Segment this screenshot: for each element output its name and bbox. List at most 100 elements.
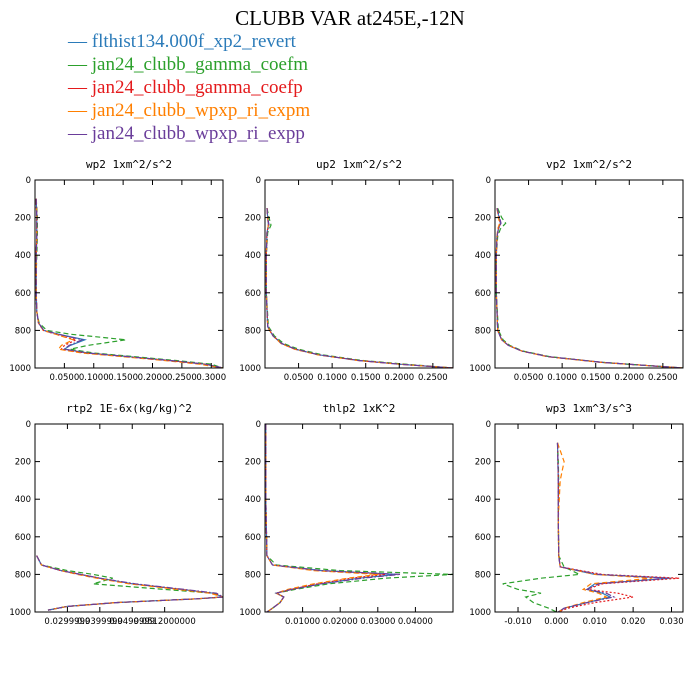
series-line bbox=[265, 208, 453, 368]
legend-item: — flthist134.000f_xp2_revert bbox=[68, 30, 310, 53]
plot-frame bbox=[34, 179, 224, 369]
series-line bbox=[265, 208, 453, 368]
y-tick-label: 0 bbox=[26, 176, 31, 186]
x-tick-label: 0.0500 bbox=[50, 373, 80, 383]
series-line bbox=[35, 198, 223, 368]
y-tick-label: 200 bbox=[475, 458, 491, 468]
legend: — flthist134.000f_xp2_revert — jan24_clu… bbox=[68, 30, 310, 145]
legend-marker: — bbox=[68, 31, 92, 52]
y-tick-label: 0 bbox=[256, 176, 261, 186]
x-tick-label: 0.000 bbox=[544, 617, 568, 627]
y-tick-label: 200 bbox=[15, 214, 31, 224]
y-tick-label: 400 bbox=[245, 495, 261, 505]
y-tick-label: 200 bbox=[245, 458, 261, 468]
y-tick-label: 0 bbox=[486, 176, 491, 186]
series-line bbox=[556, 442, 672, 612]
legend-label: flthist134.000f_xp2_revert bbox=[91, 31, 296, 52]
plot-frame bbox=[494, 423, 684, 613]
series-line bbox=[502, 442, 582, 612]
x-tick-label: 0.0500 bbox=[284, 373, 314, 383]
y-tick-label: 1000 bbox=[9, 608, 31, 618]
legend-marker: — bbox=[68, 77, 92, 98]
y-tick-label: 600 bbox=[245, 289, 261, 299]
y-tick-label: 1000 bbox=[239, 364, 261, 374]
panel-title: rtp2 1E-6x(kg/kg)^2 bbox=[66, 402, 192, 415]
x-tick-label: 0.2000 bbox=[384, 373, 414, 383]
x-tick-label: 0.0500 bbox=[514, 373, 544, 383]
x-tick-label: 0.2500 bbox=[167, 373, 197, 383]
x-tick-label: 0.020 bbox=[621, 617, 645, 627]
series-line bbox=[35, 198, 223, 368]
x-tick-label: 0.02000 bbox=[323, 617, 358, 627]
chart-panel: up2 1xm^2/s^2 0 200 400 600 800 1000 0.0500 0.10… bbox=[239, 158, 454, 383]
panel-title: vp2 1xm^2/s^2 bbox=[546, 158, 632, 171]
y-tick-label: 200 bbox=[245, 214, 261, 224]
y-tick-label: 400 bbox=[245, 251, 261, 261]
y-tick-label: 800 bbox=[245, 570, 261, 580]
x-tick-label: 0.1500 bbox=[351, 373, 381, 383]
x-tick-label: 0.3000 bbox=[196, 373, 226, 383]
x-tick-label: 0.1000 bbox=[317, 373, 347, 383]
legend-marker: — bbox=[68, 54, 92, 75]
x-tick-label: 0.1500 bbox=[108, 373, 138, 383]
x-tick-label: 0.010 bbox=[583, 617, 607, 627]
y-tick-label: 0 bbox=[26, 420, 31, 430]
legend-label: jan24_clubb_gamma_coefm bbox=[91, 54, 309, 75]
y-tick-label: 400 bbox=[15, 251, 31, 261]
legend-marker: — bbox=[68, 100, 92, 121]
series-line bbox=[495, 208, 683, 368]
y-tick-label: 600 bbox=[15, 289, 31, 299]
y-tick-label: 600 bbox=[245, 533, 261, 543]
y-tick-label: 600 bbox=[475, 289, 491, 299]
y-tick-label: 1000 bbox=[469, 364, 491, 374]
y-tick-label: 800 bbox=[245, 326, 261, 336]
series-line bbox=[495, 208, 683, 368]
legend-item: — jan24_clubb_wpxp_ri_expm bbox=[68, 99, 310, 122]
panel-title: thlp2 1xK^2 bbox=[323, 402, 396, 415]
legend-marker: — bbox=[68, 123, 92, 144]
y-tick-label: 1000 bbox=[9, 364, 31, 374]
series-line bbox=[495, 207, 683, 368]
series-line bbox=[495, 208, 683, 368]
x-tick-label: 0.2500 bbox=[648, 373, 678, 383]
series-line bbox=[35, 198, 223, 368]
series-line bbox=[35, 198, 223, 368]
series-line bbox=[495, 208, 683, 368]
plot-frame bbox=[494, 179, 684, 369]
y-tick-label: 200 bbox=[15, 458, 31, 468]
series-line bbox=[265, 208, 453, 368]
x-tick-label: 0.0299999 bbox=[44, 617, 90, 627]
x-tick-label: 0.2000 bbox=[614, 373, 644, 383]
x-tick-label: 0.2000 bbox=[138, 373, 168, 383]
figure-title: CLUBB VAR at245E,-12N bbox=[235, 6, 465, 30]
series-line bbox=[35, 198, 223, 368]
y-tick-label: 0 bbox=[486, 420, 491, 430]
series-line bbox=[265, 208, 453, 368]
x-tick-label: -0.010 bbox=[504, 617, 531, 627]
y-tick-label: 0 bbox=[256, 420, 261, 430]
series-line bbox=[556, 442, 680, 612]
plot-frame bbox=[264, 179, 454, 369]
chart-panel: wp2 1xm^2/s^2 0 200 400 600 800 1000 0.0500 0.10… bbox=[9, 158, 226, 383]
legend-label: jan24_clubb_wpxp_ri_expp bbox=[91, 123, 305, 144]
y-tick-label: 600 bbox=[15, 533, 31, 543]
chart-panel: vp2 1xm^2/s^2 0 200 400 600 800 1000 0.0500 0.10… bbox=[469, 158, 684, 383]
series-line bbox=[265, 424, 453, 612]
series-line bbox=[265, 424, 401, 612]
y-tick-label: 800 bbox=[15, 326, 31, 336]
panel-title: up2 1xm^2/s^2 bbox=[316, 158, 402, 171]
y-tick-label: 1000 bbox=[239, 608, 261, 618]
x-tick-label: 0.1500 bbox=[581, 373, 611, 383]
x-tick-label: 0.04000 bbox=[398, 617, 433, 627]
panel-title: wp3 1xm^3/s^3 bbox=[546, 402, 632, 415]
x-tick-label: 0.2500 bbox=[418, 373, 448, 383]
y-tick-label: 800 bbox=[475, 326, 491, 336]
x-tick-label: 0.0512000000 bbox=[134, 617, 196, 627]
y-tick-label: 800 bbox=[15, 570, 31, 580]
chart-panel: rtp2 1E-6x(kg/kg)^2 0 200 400 600 800 1000 0.02… bbox=[9, 402, 224, 627]
chart-panel: thlp2 1xK^2 0 200 400 600 800 1000 0.01000 0.020… bbox=[239, 402, 454, 627]
legend-item: — jan24_clubb_gamma_coefp bbox=[68, 76, 310, 99]
series-line bbox=[36, 555, 223, 611]
chart-panel: wp3 1xm^3/s^3 0 200 400 600 800 1000 -0.010 0.00… bbox=[469, 402, 683, 627]
